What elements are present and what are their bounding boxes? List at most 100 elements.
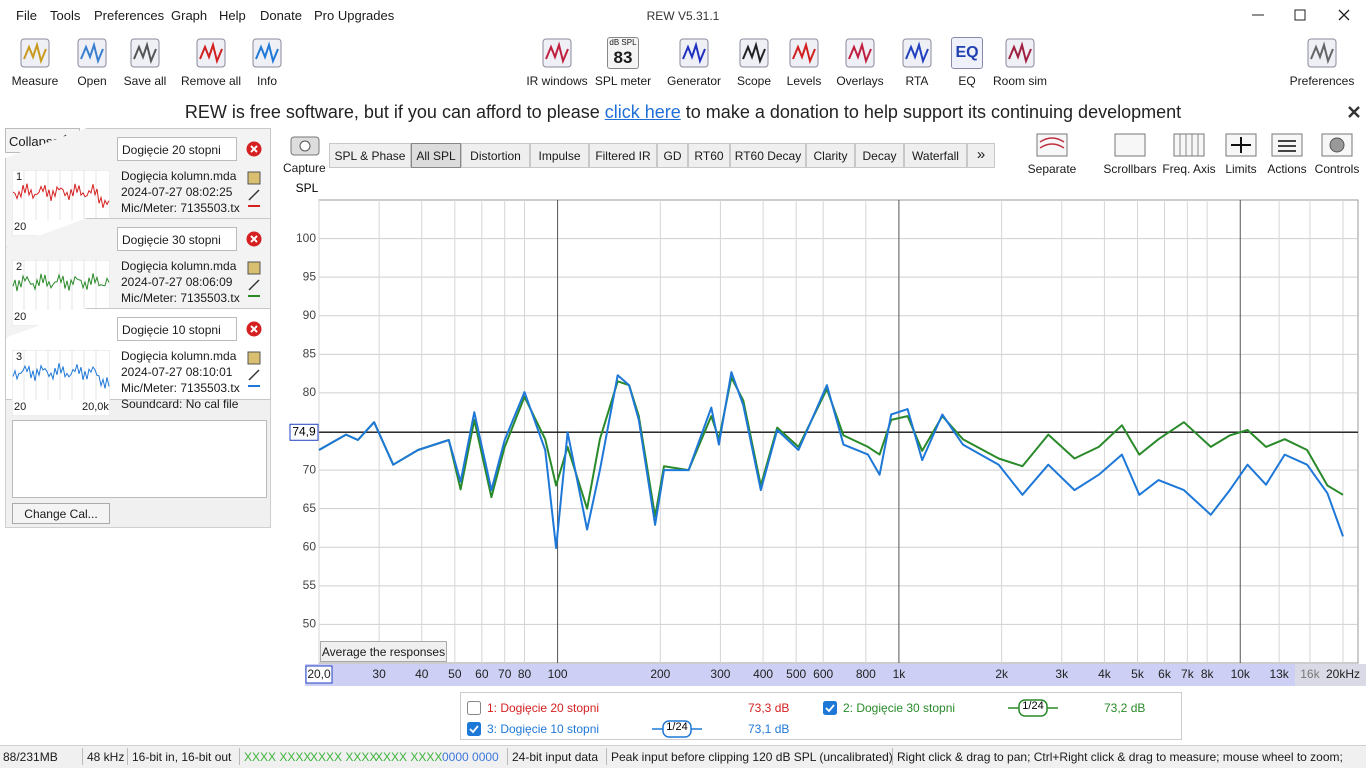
- menu-item[interactable]: File: [16, 8, 37, 23]
- change-cal-button[interactable]: Change Cal...: [12, 503, 110, 524]
- tool-frame: [1173, 133, 1205, 157]
- measurement-icons[interactable]: [246, 350, 262, 400]
- tool-glyph: [1039, 137, 1065, 149]
- x-tick-label: 6k: [1158, 667, 1172, 681]
- icon-glyph: [80, 41, 104, 65]
- edit-icon: [247, 351, 261, 365]
- graph-tab[interactable]: Waterfall: [904, 143, 967, 168]
- more-tabs[interactable]: »: [967, 143, 995, 168]
- toolbar-button[interactable]: [901, 37, 933, 69]
- pen-icon: [248, 189, 260, 201]
- icon-glyph: [742, 41, 766, 65]
- x-tick-label: 400: [753, 667, 773, 681]
- graph-tool-button[interactable]: [1269, 131, 1305, 159]
- measurement-name[interactable]: Dogięcie 20 stopni: [117, 137, 237, 161]
- legend-label: 2: Dogięcie 30 stopni: [843, 701, 956, 715]
- graph-tab[interactable]: Clarity: [806, 143, 855, 168]
- menu-item[interactable]: Donate: [260, 8, 302, 23]
- graph-tab[interactable]: Filtered IR: [589, 143, 657, 168]
- measurement-icons[interactable]: [246, 260, 262, 310]
- window-controls: [1252, 9, 1350, 21]
- status-item: 24-bit input data: [512, 750, 599, 764]
- toolbar-button[interactable]: [844, 37, 876, 69]
- x-tick-label: 80: [518, 667, 532, 681]
- measurement-file: Dogięcia kolumn.mda: [121, 349, 237, 363]
- smoothing-indicator: 1/24: [652, 720, 702, 738]
- x-tick-label: 20kHz: [1326, 667, 1360, 681]
- status-item: XXXX XXXX: [310, 750, 378, 764]
- menu-item[interactable]: Help: [219, 8, 246, 23]
- toolbar-button[interactable]: [1004, 37, 1036, 69]
- graph-tab[interactable]: SPL & Phase: [329, 143, 411, 168]
- menu-item[interactable]: Pro Upgrades: [314, 8, 395, 23]
- status-separator: [507, 748, 508, 765]
- pen-icon: [248, 279, 260, 291]
- graph-tool-label: Scrollbars: [1103, 162, 1157, 176]
- measurement-mic: Mic/Meter: 7135503.tx: [121, 291, 240, 305]
- icon-glyph: [1310, 41, 1334, 65]
- toolbar-label: Remove all: [180, 74, 242, 88]
- graph-tab[interactable]: Distortion: [461, 143, 530, 168]
- average-button[interactable]: Average the responses: [320, 641, 447, 662]
- measurement-icons[interactable]: [246, 170, 262, 220]
- status-item: XXXX XXXX: [244, 750, 312, 764]
- remove-x: [250, 235, 258, 243]
- remove-measurement[interactable]: [246, 231, 262, 247]
- close-button: [1338, 9, 1350, 21]
- graph-tool-button[interactable]: [1171, 131, 1207, 159]
- graph-tab[interactable]: Decay: [855, 143, 904, 168]
- eq-icon[interactable]: EQ: [951, 37, 983, 69]
- toolbar-button[interactable]: [76, 37, 108, 69]
- maximize-button: [1294, 9, 1306, 21]
- graph-tab[interactable]: Impulse: [530, 143, 589, 168]
- graph-tab[interactable]: All SPL: [411, 143, 461, 168]
- menu-item[interactable]: Graph: [171, 8, 208, 23]
- measurement-name[interactable]: Dogięcie 10 stopni: [117, 317, 237, 341]
- graph-tool-button[interactable]: [1319, 131, 1355, 159]
- measurement-mic: Mic/Meter: 7135503.tx: [121, 381, 240, 395]
- banner-text: REW is free software, but if you can aff…: [184, 102, 600, 122]
- toolbar-button[interactable]: [129, 37, 161, 69]
- graph-tool-button[interactable]: [1112, 131, 1148, 159]
- menu-item[interactable]: Tools: [50, 8, 81, 23]
- toolbar-button[interactable]: [738, 37, 770, 69]
- icon-glyph: [905, 41, 929, 65]
- toolbar-button[interactable]: [788, 37, 820, 69]
- smoothing-label: 1/24: [1022, 700, 1043, 712]
- thumb-axis-min: 20: [14, 401, 27, 413]
- banner-close[interactable]: [1346, 104, 1362, 120]
- legend-checkbox[interactable]: [467, 722, 481, 736]
- menu-item[interactable]: Preferences: [94, 8, 165, 23]
- graph-tool-button[interactable]: [1034, 131, 1070, 159]
- toolbar-label: Generator: [666, 74, 722, 88]
- remove-measurement[interactable]: [246, 321, 262, 337]
- spl-meter-icon[interactable]: [607, 37, 639, 69]
- remove-measurement[interactable]: [246, 141, 262, 157]
- toolbar-button[interactable]: [195, 37, 227, 69]
- toolbar-button[interactable]: [541, 37, 573, 69]
- measurement-name[interactable]: Dogięcie 30 stopni: [117, 227, 237, 251]
- y-tick-label: 70: [303, 462, 317, 476]
- toolbar-label: Levels: [786, 74, 822, 88]
- donate-link[interactable]: click here: [604, 102, 681, 122]
- graph-tool-label: Actions: [1267, 162, 1307, 176]
- toolbar-label: RTA: [905, 74, 929, 88]
- graph-tab[interactable]: RT60: [688, 143, 730, 168]
- legend-checkbox[interactable]: [823, 701, 837, 715]
- status-bar: [0, 745, 1366, 768]
- graph-tab[interactable]: GD: [657, 143, 688, 168]
- banner-text: to make a donation to help support its c…: [685, 102, 1182, 122]
- legend-checkbox[interactable]: [467, 701, 481, 715]
- y-tick-label: 50: [303, 617, 317, 631]
- graph-tool-label: Freq. Axis: [1162, 162, 1216, 176]
- graph-tool-button[interactable]: [1223, 131, 1259, 159]
- capture-button[interactable]: [289, 133, 321, 157]
- measurement-date: 2024-07-27 08:06:09: [121, 275, 233, 289]
- graph-tab[interactable]: RT60 Decay: [730, 143, 806, 168]
- status-item: 16-bit in, 16-bit out: [132, 750, 232, 764]
- toolbar-button[interactable]: [19, 37, 51, 69]
- toolbar-button[interactable]: [678, 37, 710, 69]
- toolbar-button[interactable]: [1306, 37, 1338, 69]
- toolbar-button[interactable]: [251, 37, 283, 69]
